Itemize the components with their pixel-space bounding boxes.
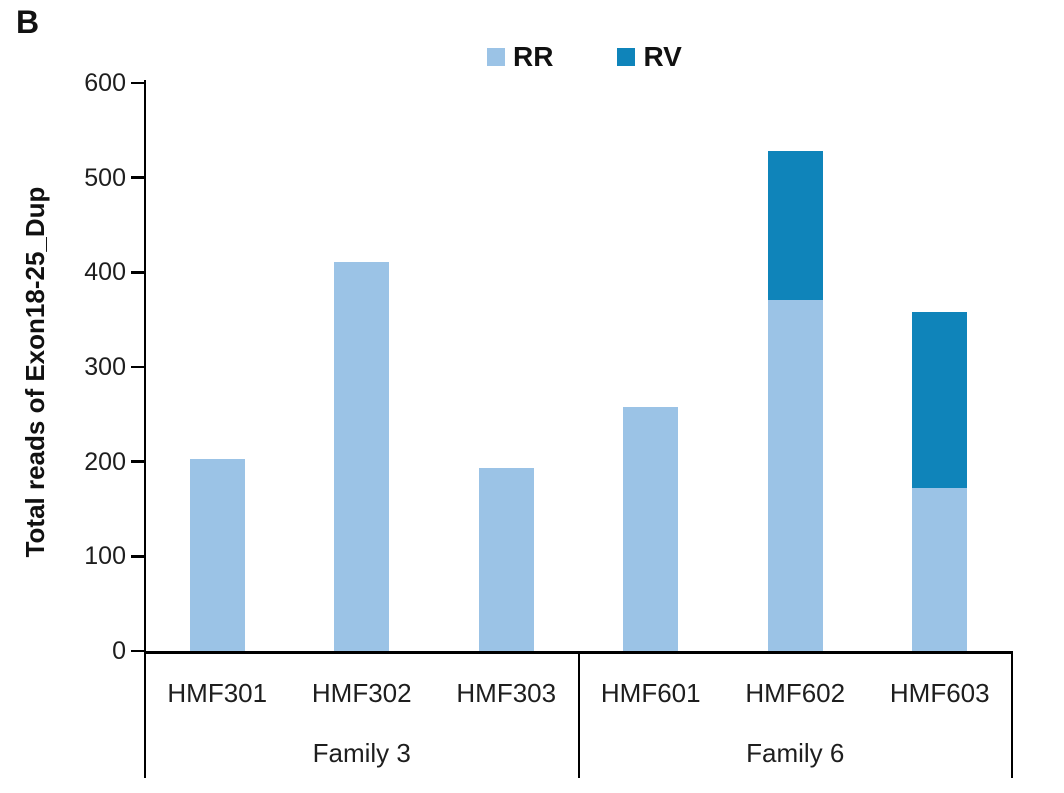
y-tick-mark: [131, 460, 145, 463]
axis-separator: [144, 651, 146, 778]
legend: RR RV: [487, 42, 682, 72]
y-tick-label: 0: [112, 637, 126, 665]
category-label-hmf301: HMF301: [167, 678, 268, 708]
y-tick-mark: [131, 555, 145, 558]
category-label-hmf601: HMF601: [600, 678, 701, 708]
bar-HMF603: [910, 310, 970, 651]
y-tick-label: 500: [84, 163, 126, 192]
bar-HMF602: [765, 149, 825, 651]
category-label-hmf303: HMF303: [456, 678, 557, 708]
panel-label: B: [16, 4, 40, 40]
legend-label-rr: RR: [513, 41, 554, 72]
y-tick-mark: [131, 81, 145, 85]
bar-HMF301: [187, 456, 247, 651]
y-tick-mark: [131, 365, 145, 369]
y-tick-mark: [131, 271, 145, 274]
bar-HMF302-rr-segment: [334, 262, 390, 651]
bar-HMF603-rv-segment: [912, 312, 968, 489]
bar-HMF603-rr-segment: [912, 488, 968, 651]
category-label-hmf302: HMF302: [311, 678, 412, 708]
y-tick-label: 300: [84, 353, 126, 381]
category-label-hmf603: HMF603: [889, 678, 990, 708]
legend-swatch-rv-icon: [617, 48, 636, 66]
axis-separator: [1011, 651, 1013, 778]
bar-HMF303-rr-segment: [478, 468, 534, 651]
legend-item-rv: RV: [617, 41, 682, 72]
bar-HMF602-rv-segment: [767, 151, 823, 301]
legend-label-rv: RV: [643, 41, 682, 72]
category-label-hmf602: HMF602: [745, 678, 846, 708]
y-tick-label: 400: [84, 258, 126, 287]
y-tick-mark: [131, 649, 145, 653]
bar-HMF601-rr-segment: [623, 406, 679, 651]
bar-HMF601: [621, 404, 681, 651]
axis-separator: [577, 651, 580, 778]
bar-HMF303: [476, 466, 536, 651]
bar-HMF602-rr-segment: [767, 300, 823, 651]
legend-swatch-rr-icon: [487, 48, 505, 66]
bar-HMF302: [332, 260, 392, 651]
y-tick-label: 100: [84, 542, 126, 571]
y-tick-mark: [131, 176, 145, 179]
group-label-family-3: Family 3: [312, 738, 411, 768]
legend-item-rr: RR: [487, 42, 553, 72]
group-label-family-6: Family 6: [746, 738, 845, 768]
y-tick-label: 600: [84, 69, 126, 97]
bar-HMF301-rr-segment: [189, 458, 245, 651]
y-tick-label: 200: [84, 447, 126, 476]
